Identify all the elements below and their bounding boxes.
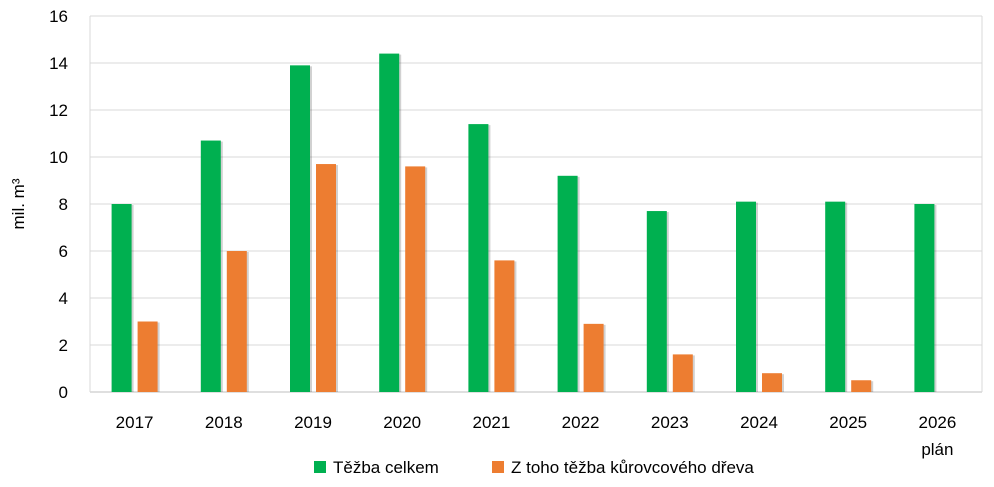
bar-2025-series-1 [825, 201, 846, 392]
y-tick-label: 14 [49, 54, 68, 73]
gridlines [89, 15, 983, 393]
bar-2017-series-2 [137, 321, 158, 392]
y-tick-label: 2 [59, 336, 68, 355]
x-tick-label: 2020 [383, 413, 421, 432]
x-axis-ticks: 2017 2018 2019 2020 2021 2022 2023 2024 2025 2026… [116, 413, 957, 459]
bar-2017-series-1 [111, 204, 132, 392]
legend-swatch-series-2 [492, 461, 504, 473]
bar-2025-series-2 [851, 380, 872, 392]
bar-2020-series-1 [379, 53, 400, 392]
bar-2026-series-1 [914, 204, 935, 392]
bar-2021-series-1 [468, 124, 489, 392]
y-tick-label: 10 [49, 148, 68, 167]
bar-2022-series-1 [557, 175, 578, 392]
x-tick-label: 2022 [562, 413, 600, 432]
bar-2019-series-1 [290, 65, 310, 392]
bar-2019-series-2 [316, 164, 336, 392]
bar-2021-series-2 [494, 260, 515, 392]
x-tick-label: 2024 [740, 413, 778, 432]
x-tick-label: 2018 [205, 413, 243, 432]
legend-label-series-2: Z toho těžba kůrovcového dřeva [511, 458, 754, 477]
legend: Těžba celkem Z toho těžba kůrovcového dře… [314, 458, 754, 477]
bar-2024-series-1 [736, 201, 756, 392]
bar-2023-series-2 [672, 354, 693, 392]
x-tick-label: 2017 [116, 413, 154, 432]
bar-2020-series-2 [405, 166, 426, 392]
bar-2018-series-2 [226, 251, 247, 392]
bar-2024-series-2 [762, 373, 782, 392]
y-tick-label: 4 [59, 289, 68, 308]
bar-2023-series-1 [646, 211, 667, 392]
x-tick-sublabel: plán [921, 440, 953, 459]
x-tick-label: 2019 [294, 413, 332, 432]
x-tick-label: 2026 [918, 413, 956, 432]
legend-swatch-series-1 [314, 461, 326, 473]
x-tick-label: 2025 [829, 413, 867, 432]
bar-2022-series-2 [583, 323, 604, 392]
legend-label-series-1: Těžba celkem [333, 458, 439, 477]
y-tick-label: 12 [49, 101, 68, 120]
bar-2018-series-1 [200, 140, 221, 392]
y-axis-ticks: 0 2 4 6 8 10 12 14 16 [49, 7, 68, 402]
x-tick-label: 2023 [651, 413, 689, 432]
bars [111, 53, 937, 392]
y-tick-label: 6 [59, 242, 68, 261]
x-tick-label: 2021 [472, 413, 510, 432]
y-tick-label: 8 [59, 195, 68, 214]
y-axis-label: mil. m³ [9, 178, 28, 229]
y-tick-label: 0 [59, 383, 68, 402]
y-tick-label: 16 [49, 7, 68, 26]
